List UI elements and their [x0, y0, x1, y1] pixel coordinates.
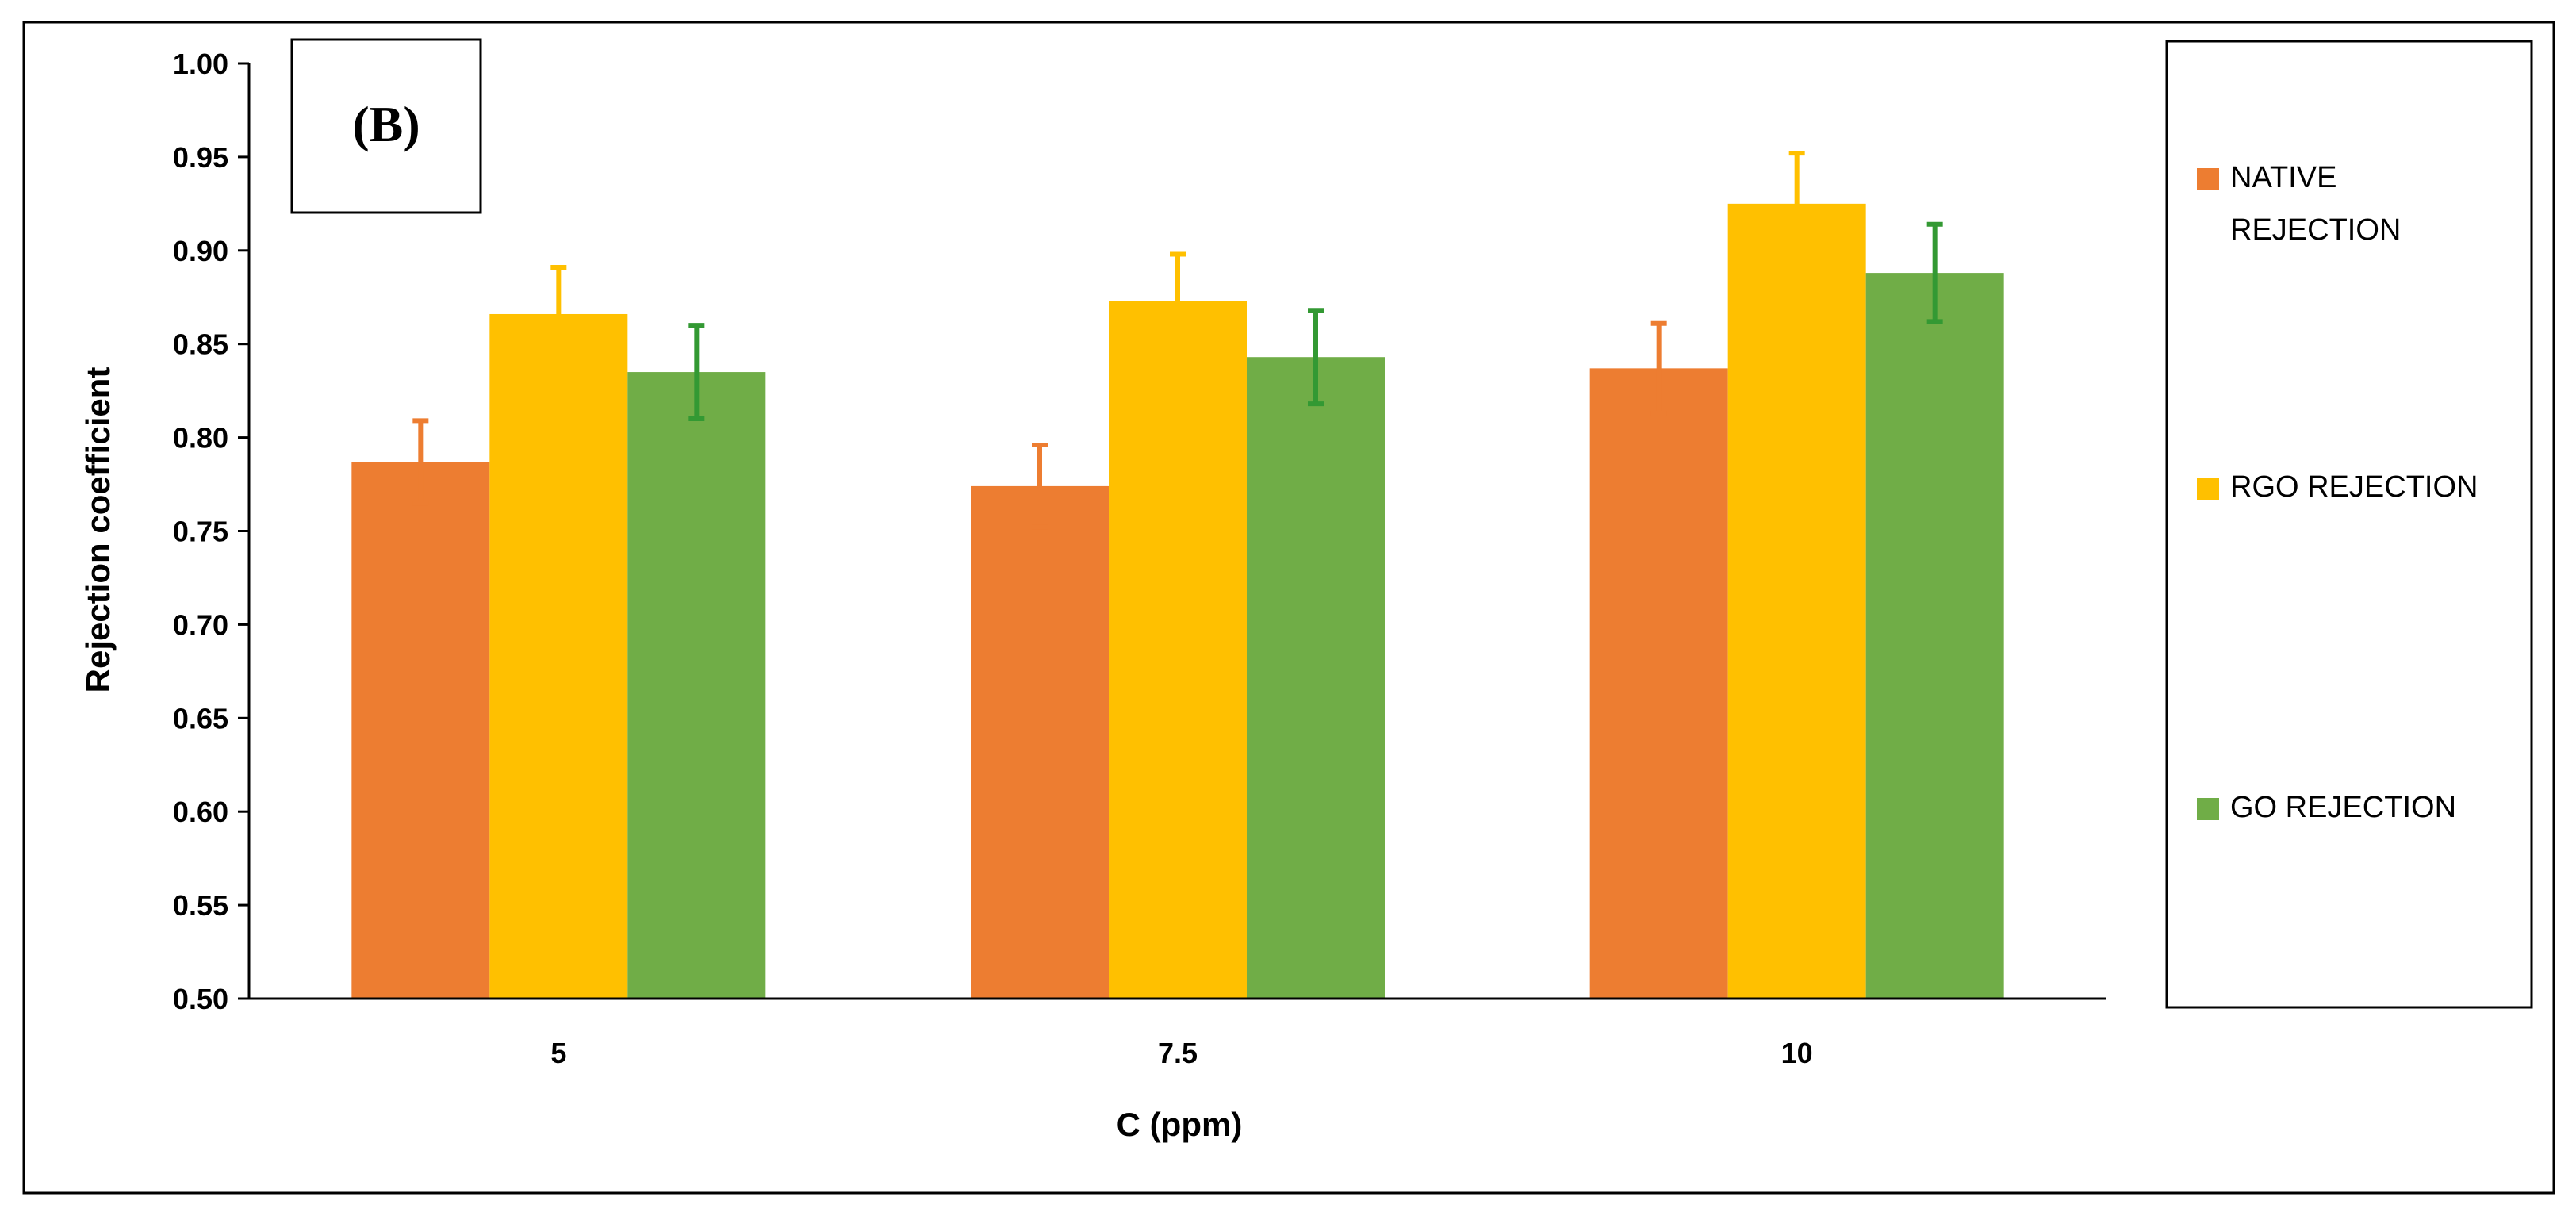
- error-bars: [412, 151, 1943, 530]
- legend: NATIVE REJECTION RGO REJECTION GO REJECTION: [2197, 161, 2478, 824]
- y-tick-label: 0.95: [173, 141, 228, 174]
- error-bar: [1170, 251, 1186, 351]
- legend-swatch: [2197, 168, 2219, 190]
- y-tick-label: 1.00: [173, 48, 228, 80]
- legend-label: GO REJECTION: [2230, 791, 2456, 824]
- y-tick-label: 0.80: [173, 422, 228, 454]
- legend-entry: GO REJECTION: [2197, 791, 2456, 824]
- bar: [1247, 357, 1385, 999]
- bar: [971, 485, 1109, 999]
- y-tick-label: 0.60: [173, 796, 228, 828]
- x-axis: 5 7.5 10: [249, 997, 2106, 1069]
- legend-label: NATIVE: [2230, 161, 2336, 194]
- x-axis-title: C (ppm): [1117, 1106, 1243, 1143]
- y-tick-label: 0.75: [173, 516, 228, 548]
- bars: [351, 203, 2004, 999]
- y-tick-label: 0.90: [173, 235, 228, 267]
- bar: [1109, 301, 1247, 999]
- error-bar: [412, 418, 429, 506]
- panel-label: (B): [352, 96, 420, 152]
- error-bar: [550, 265, 567, 363]
- error-bar: [1308, 308, 1324, 407]
- bar: [1865, 273, 2004, 999]
- bar: [489, 313, 628, 999]
- bar: [627, 372, 766, 999]
- error-bar: [1650, 320, 1667, 416]
- x-tick-label: 7.5: [1158, 1037, 1198, 1069]
- bar: [351, 462, 490, 999]
- bar: [1727, 203, 1866, 999]
- error-bar: [1032, 443, 1048, 530]
- y-tick-label: 0.55: [173, 889, 228, 922]
- y-tick-label: 0.50: [173, 983, 228, 1015]
- bar: [1589, 368, 1728, 999]
- legend-box: [2165, 40, 2533, 1009]
- legend-label: RGO REJECTION: [2230, 470, 2478, 504]
- error-bar: [1788, 151, 1805, 257]
- y-tick-label: 0.85: [173, 328, 228, 361]
- y-axis: 0.50 0.55 0.60 0.65 0.70 0.75 0.80 0.85 0.90 0.95…: [173, 48, 251, 1015]
- y-tick-label: 0.70: [173, 608, 228, 641]
- legend-swatch: [2197, 798, 2219, 820]
- error-bar: [688, 323, 705, 422]
- y-axis-title: Rejection coefficient: [79, 367, 117, 693]
- y-tick-label: 0.65: [173, 702, 228, 734]
- x-tick-label: 5: [550, 1037, 566, 1069]
- legend-label: REJECTION: [2230, 213, 2401, 247]
- x-tick-label: 10: [1781, 1037, 1813, 1069]
- legend-entry: NATIVE REJECTION: [2197, 161, 2401, 247]
- panel-label-box: [290, 38, 482, 214]
- legend-swatch: [2197, 478, 2219, 500]
- error-bar: [1926, 221, 1943, 324]
- legend-entry: RGO REJECTION: [2197, 470, 2478, 504]
